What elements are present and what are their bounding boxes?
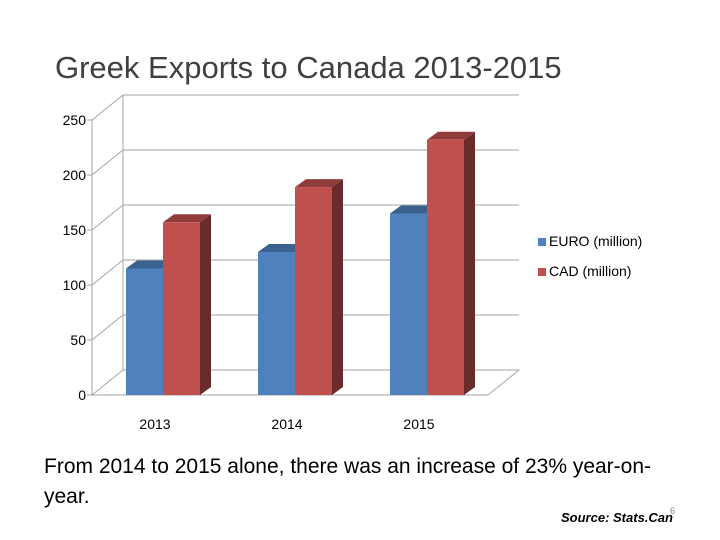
bar-top	[258, 244, 306, 252]
y-tick-label: 150	[63, 222, 87, 238]
chart-tick-labels: 0 50 100 150 200 250 2013 2014 2015	[63, 112, 435, 432]
x-tick-label: 2014	[271, 416, 302, 432]
bar-front	[163, 222, 200, 395]
x-tick-label: 2013	[139, 416, 170, 432]
bar-cad-2013	[163, 214, 211, 395]
y-tick-label: 200	[63, 167, 87, 183]
bar-top	[163, 214, 211, 223]
bar-cad-2015	[427, 131, 475, 396]
bar-side	[464, 131, 475, 396]
y-tick-label: 0	[78, 387, 86, 403]
bar-front	[126, 268, 163, 395]
chart-floor	[90, 369, 521, 396]
source-note: Source: Stats.Can	[561, 510, 673, 525]
chart-bars	[126, 131, 475, 396]
legend-swatch	[538, 238, 546, 246]
y-tick-label: 100	[63, 277, 87, 293]
chart-legend: EURO (million) CAD (million)	[538, 233, 642, 279]
slide-caption: From 2014 to 2015 alone, there was an in…	[44, 455, 652, 508]
bar-front	[427, 139, 464, 395]
bar-chart: 0 50 100 150 200 250 2013 2014 2015 EURO (millio…	[63, 94, 642, 432]
bar-top	[390, 205, 438, 214]
bar-cad-2014	[295, 179, 343, 395]
y-tick-label: 50	[70, 332, 86, 348]
bar-top	[427, 131, 475, 140]
page-number: 6	[670, 506, 676, 516]
bar-side	[332, 179, 343, 395]
slide-title: Greek Exports to Canada 2013-2015	[55, 50, 562, 85]
y-tick-label: 250	[63, 112, 87, 128]
bar-top	[295, 179, 343, 188]
legend-label: EURO (million)	[549, 233, 642, 249]
x-tick-label: 2015	[403, 416, 434, 432]
bar-side	[200, 214, 211, 395]
bar-front	[295, 187, 332, 395]
legend-swatch	[538, 268, 546, 276]
bar-top	[126, 260, 174, 269]
bar-front	[390, 213, 427, 395]
bar-front	[258, 252, 295, 395]
legend-label: CAD (million)	[549, 263, 631, 279]
gridline	[91, 94, 519, 121]
chart-axes	[87, 95, 521, 396]
